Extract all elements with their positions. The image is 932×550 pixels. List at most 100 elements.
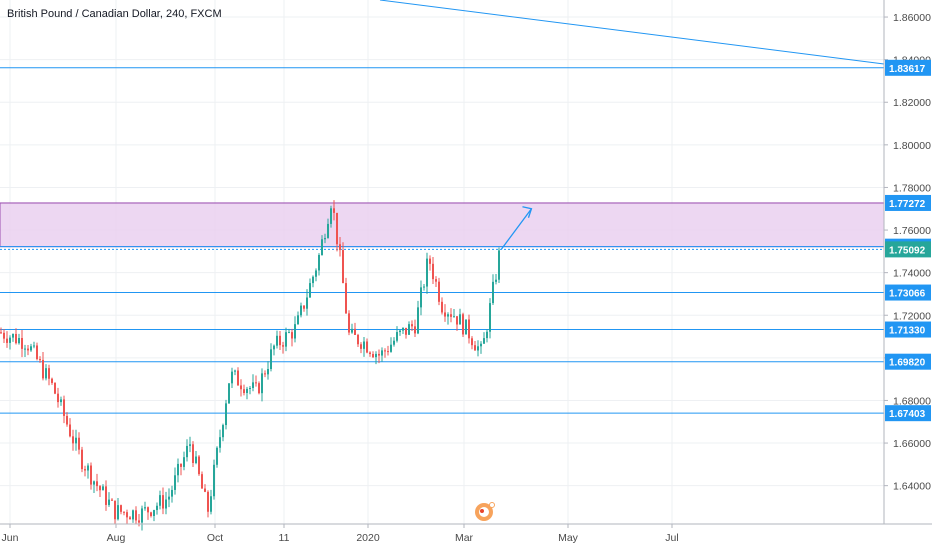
- level-badge-label: 1.75092: [889, 245, 926, 256]
- candle-body: [228, 383, 230, 404]
- candle-body: [255, 382, 257, 384]
- candle-body: [363, 341, 365, 349]
- candle-body: [102, 486, 104, 491]
- y-tick-label: 1.66000: [893, 438, 931, 450]
- candle-body: [456, 316, 458, 325]
- candle-body: [303, 305, 305, 309]
- candle-body: [246, 388, 248, 394]
- candle-body: [450, 314, 452, 317]
- candle-body: [330, 208, 332, 224]
- candle-body: [57, 393, 59, 403]
- candle-body: [420, 287, 422, 308]
- candle-body: [132, 510, 134, 520]
- candle-body: [348, 313, 350, 333]
- horizontal-levels[interactable]: [0, 67, 884, 414]
- candle-body: [477, 346, 479, 351]
- brand-logo-icon: [475, 502, 495, 521]
- candle-body: [45, 368, 47, 379]
- candle-body: [33, 345, 35, 347]
- candle-body: [360, 344, 362, 349]
- y-tick-label: 1.82000: [893, 97, 931, 109]
- candle-body: [438, 281, 440, 302]
- candle-body: [93, 481, 95, 485]
- candle-body: [267, 369, 269, 375]
- candle-body: [0, 332, 2, 334]
- candle-body: [321, 239, 323, 255]
- candle-body: [153, 510, 155, 516]
- candle-body: [177, 463, 179, 476]
- candle-body: [219, 437, 221, 448]
- level-badge-label: 1.71330: [889, 326, 926, 337]
- candles: [0, 200, 500, 531]
- candle-body: [480, 343, 482, 347]
- candle-body: [48, 368, 50, 379]
- x-tick-label: Mar: [455, 532, 474, 544]
- candle-body: [426, 258, 428, 287]
- candle-body: [210, 496, 212, 512]
- candle-body: [180, 463, 182, 467]
- candle-body: [462, 314, 464, 335]
- candle-body: [393, 340, 395, 345]
- candle-body: [147, 507, 149, 513]
- candle-body: [69, 424, 71, 437]
- projection-arrow[interactable]: [500, 206, 533, 250]
- candle-body: [81, 449, 83, 470]
- candle-body: [222, 425, 224, 438]
- resistance-zone[interactable]: [0, 202, 885, 248]
- candle-body: [243, 389, 245, 394]
- x-tick-label: 11: [279, 532, 290, 544]
- level-badge: [885, 241, 931, 258]
- candle-body: [387, 351, 389, 353]
- candle-body: [351, 328, 353, 333]
- candle-body: [12, 333, 14, 338]
- candle-body: [375, 353, 377, 358]
- candle-body: [498, 250, 500, 280]
- candle-body: [486, 331, 488, 339]
- candle-body: [42, 359, 44, 379]
- candle-body: [135, 510, 137, 521]
- plot-area[interactable]: [0, 0, 884, 524]
- candle-body: [168, 496, 170, 500]
- candle-body: [231, 371, 233, 384]
- candle-body: [99, 486, 101, 491]
- candle-body: [315, 270, 317, 277]
- trend-line[interactable]: [379, 0, 885, 65]
- candle-body: [114, 500, 116, 520]
- candle-body: [18, 338, 20, 344]
- candle-body: [366, 341, 368, 353]
- candle-body: [36, 345, 38, 360]
- candle-body: [225, 403, 227, 426]
- candle-body: [198, 456, 200, 475]
- y-tick-label: 1.74000: [893, 268, 931, 280]
- candle-body: [90, 465, 92, 485]
- level-badge: [885, 59, 931, 76]
- candle-body: [189, 444, 191, 446]
- candle-body: [336, 212, 338, 245]
- candle-body: [339, 244, 341, 251]
- level-badge-label: 1.83617: [889, 64, 926, 75]
- candle-body: [300, 305, 302, 316]
- y-tick-label: 1.68000: [893, 395, 931, 407]
- candle-body: [390, 344, 392, 352]
- candle-body: [405, 327, 407, 335]
- candle-body: [6, 338, 8, 343]
- candle-body: [117, 505, 119, 520]
- candle-body: [105, 486, 107, 505]
- candle-body: [342, 250, 344, 284]
- candle-body: [165, 499, 167, 509]
- candle-body: [423, 286, 425, 288]
- x-axis[interactable]: Jun Aug Oct 11 2020 Mar May Jul: [2, 524, 679, 544]
- candle-body: [162, 495, 164, 509]
- candle-body: [444, 312, 446, 317]
- candle-body: [270, 349, 272, 370]
- candle-body: [327, 223, 329, 238]
- x-tick-label: 2020: [356, 532, 380, 544]
- candle-body: [21, 338, 23, 349]
- x-tick-label: Jul: [665, 532, 678, 544]
- candle-body: [150, 512, 152, 516]
- candle-body: [126, 512, 128, 518]
- candle-body: [294, 324, 296, 339]
- candle-body: [285, 332, 287, 347]
- y-tick-label: 1.72000: [893, 310, 931, 322]
